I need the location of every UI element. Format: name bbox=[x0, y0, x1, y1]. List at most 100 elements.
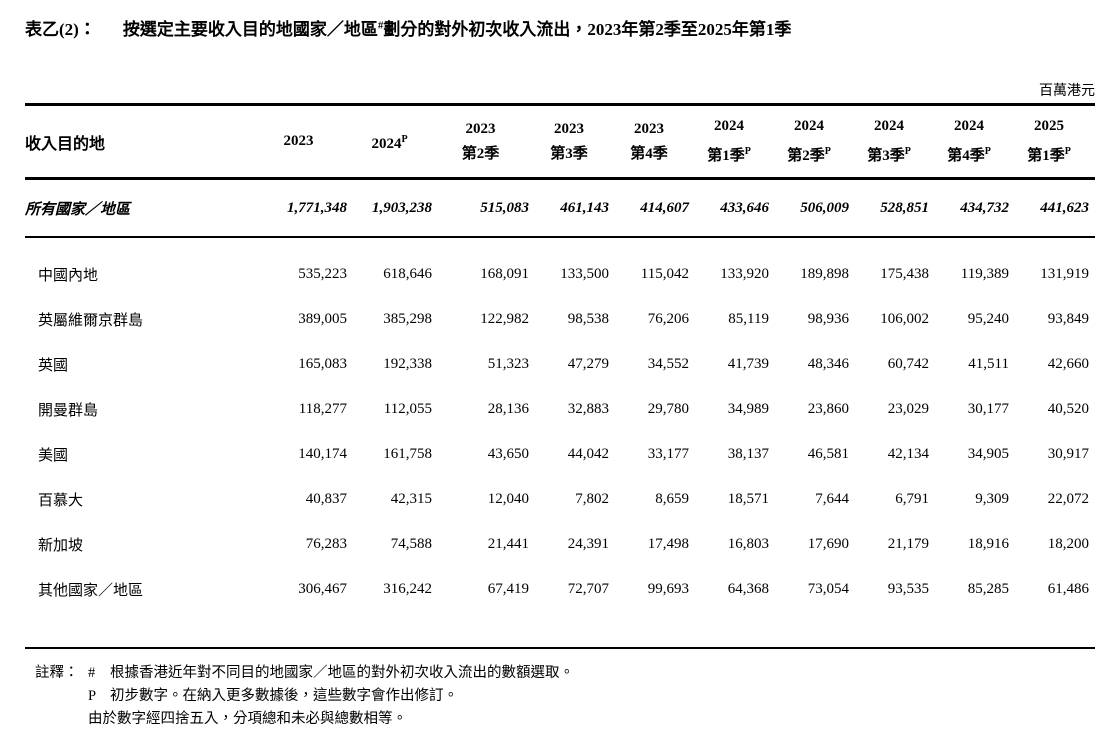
table-header-row: 收入目的地 2023 2024P 2023 第2季 2023 第3季 2023 第4季 2024… bbox=[25, 106, 1095, 180]
cell-value: 24,391 bbox=[567, 536, 609, 552]
cell-value: 118,277 bbox=[298, 401, 347, 417]
footnote: 由於數字經四捨五入，分項總和未必與總數相等。 bbox=[35, 708, 574, 731]
cell-value: 21,441 bbox=[487, 536, 529, 552]
cell-value: 23,029 bbox=[887, 401, 929, 417]
page-title: 表乙(2)： 按選定主要收入目的地國家／地區#劃分的對外初次收入流出，2023年第… bbox=[25, 15, 791, 40]
column-header: 2024 第4季P bbox=[947, 118, 991, 164]
cell-value: 515,083 bbox=[480, 199, 529, 216]
cell-value: 1,903,238 bbox=[372, 199, 432, 216]
footnote: P 初步數字。在納入更多數據後，這些數字會作出修訂。 bbox=[35, 685, 574, 708]
cell-value: 140,174 bbox=[298, 446, 347, 462]
cell-value: 60,742 bbox=[887, 356, 929, 372]
cell-value: 30,917 bbox=[1047, 446, 1089, 462]
cell-value: 131,919 bbox=[1040, 266, 1089, 282]
title-footnote-marker: # bbox=[377, 19, 384, 32]
cell-value: 434,732 bbox=[960, 199, 1009, 216]
cell-value: 30,177 bbox=[967, 401, 1009, 417]
column-header: 2023 第2季 bbox=[461, 120, 500, 162]
cell-value: 74,588 bbox=[390, 536, 432, 552]
column-header: 2024 第2季P bbox=[787, 118, 831, 164]
unit-note: 百萬港元 bbox=[1039, 84, 1095, 99]
cell-value: 18,200 bbox=[1047, 536, 1089, 552]
footnote-label bbox=[35, 685, 88, 708]
cell-value: 76,283 bbox=[305, 536, 347, 552]
cell-value: 17,690 bbox=[807, 536, 849, 552]
cell-value: 385,298 bbox=[383, 311, 432, 327]
cell-value: 85,285 bbox=[967, 581, 1009, 597]
table-row: 其他國家／地區 306,467 316,242 67,419 72,707 99,693 6… bbox=[25, 567, 1095, 612]
cell-value: 414,607 bbox=[640, 199, 689, 216]
cell-value: 99,693 bbox=[647, 581, 689, 597]
column-header: 2023 bbox=[283, 133, 314, 149]
cell-value: 42,315 bbox=[390, 491, 432, 507]
column-header: 2024 第3季P bbox=[867, 118, 911, 164]
cell-value: 12,040 bbox=[487, 491, 529, 507]
row-label: 英國 bbox=[38, 358, 69, 374]
table-row: 中國內地 535,223 618,646 168,091 133,500 115,042 1… bbox=[25, 252, 1095, 297]
cell-value: 306,467 bbox=[298, 581, 347, 597]
row-header: 收入目的地 bbox=[25, 135, 106, 153]
table-row: 美國 140,174 161,758 43,650 44,042 33,177 38,137… bbox=[25, 432, 1095, 477]
cell-value: 98,538 bbox=[567, 311, 609, 327]
cell-value: 40,520 bbox=[1047, 401, 1089, 417]
footnote-label bbox=[35, 708, 88, 731]
cell-value: 6,791 bbox=[895, 491, 929, 507]
column-header: 2023 第4季 bbox=[630, 120, 668, 162]
cell-value: 21,179 bbox=[887, 536, 929, 552]
cell-value: 38,137 bbox=[727, 446, 769, 462]
cell-value: 192,338 bbox=[383, 356, 432, 372]
cell-value: 42,134 bbox=[887, 446, 929, 462]
cell-value: 61,486 bbox=[1047, 581, 1089, 597]
cell-value: 64,368 bbox=[727, 581, 769, 597]
cell-value: 16,803 bbox=[727, 536, 769, 552]
footnote-text: 初步數字。在納入更多數據後，這些數字會作出修訂。 bbox=[110, 688, 458, 704]
cell-value: 46,581 bbox=[807, 446, 849, 462]
total-row: 所有國家／地區 1,771,348 1,903,238 515,083 461,143… bbox=[25, 180, 1095, 238]
cell-value: 93,535 bbox=[887, 581, 929, 597]
cell-value: 7,802 bbox=[575, 491, 609, 507]
row-label: 開曼群島 bbox=[38, 403, 99, 419]
footnote-text: 由於數字經四捨五入，分項總和未必與總數相等。 bbox=[88, 711, 407, 727]
cell-value: 535,223 bbox=[298, 266, 347, 282]
cell-value: 28,136 bbox=[487, 401, 529, 417]
cell-value: 73,054 bbox=[807, 581, 849, 597]
cell-value: 122,982 bbox=[480, 311, 529, 327]
cell-value: 44,042 bbox=[567, 446, 609, 462]
cell-value: 34,905 bbox=[967, 446, 1009, 462]
footnote-marker: # bbox=[88, 665, 96, 681]
cell-value: 165,083 bbox=[298, 356, 347, 372]
cell-value: 389,005 bbox=[298, 311, 347, 327]
column-header: 2023 第3季 bbox=[550, 120, 588, 162]
cell-value: 76,206 bbox=[647, 311, 689, 327]
cell-value: 48,346 bbox=[807, 356, 849, 372]
cell-value: 95,240 bbox=[967, 311, 1009, 327]
cell-value: 34,552 bbox=[647, 356, 689, 372]
cell-value: 106,002 bbox=[880, 311, 929, 327]
title-text: 按選定主要收入目的地國家／地區 bbox=[122, 20, 378, 39]
cell-value: 168,091 bbox=[480, 266, 529, 282]
cell-value: 1,771,348 bbox=[287, 199, 347, 216]
table-row: 英國 165,083 192,338 51,323 47,279 34,552 41,739… bbox=[25, 342, 1095, 387]
cell-value: 40,837 bbox=[305, 491, 347, 507]
cell-value: 18,916 bbox=[967, 536, 1009, 552]
table-caption-label: 表乙(2)： bbox=[25, 20, 96, 39]
row-label: 新加坡 bbox=[38, 538, 84, 554]
cell-value: 8,659 bbox=[655, 491, 689, 507]
cell-value: 441,623 bbox=[1040, 199, 1089, 216]
cell-value: 618,646 bbox=[383, 266, 432, 282]
table-row: 新加坡 76,283 74,588 21,441 24,391 17,498 16,803 1… bbox=[25, 522, 1095, 567]
cell-value: 9,309 bbox=[975, 491, 1009, 507]
cell-value: 32,883 bbox=[567, 401, 609, 417]
cell-value: 316,242 bbox=[383, 581, 432, 597]
income-outflow-table: 收入目的地 2023 2024P 2023 第2季 2023 第3季 2023 第4季 2024… bbox=[25, 103, 1095, 649]
table-row: 英屬維爾京群島 389,005 385,298 122,982 98,538 76,206… bbox=[25, 297, 1095, 342]
row-label: 英屬維爾京群島 bbox=[38, 313, 144, 329]
cell-value: 41,739 bbox=[727, 356, 769, 372]
footnotes: 註釋： # 根據香港近年對不同目的地國家／地區的對外初次收入流出的數額選取。 P 初步數… bbox=[35, 662, 574, 731]
cell-value: 72,707 bbox=[567, 581, 609, 597]
table-body: 中國內地 535,223 618,646 168,091 133,500 115,042 1… bbox=[25, 238, 1095, 649]
cell-value: 23,860 bbox=[807, 401, 849, 417]
cell-value: 506,009 bbox=[800, 199, 849, 216]
cell-value: 47,279 bbox=[567, 356, 609, 372]
cell-value: 133,500 bbox=[560, 266, 609, 282]
